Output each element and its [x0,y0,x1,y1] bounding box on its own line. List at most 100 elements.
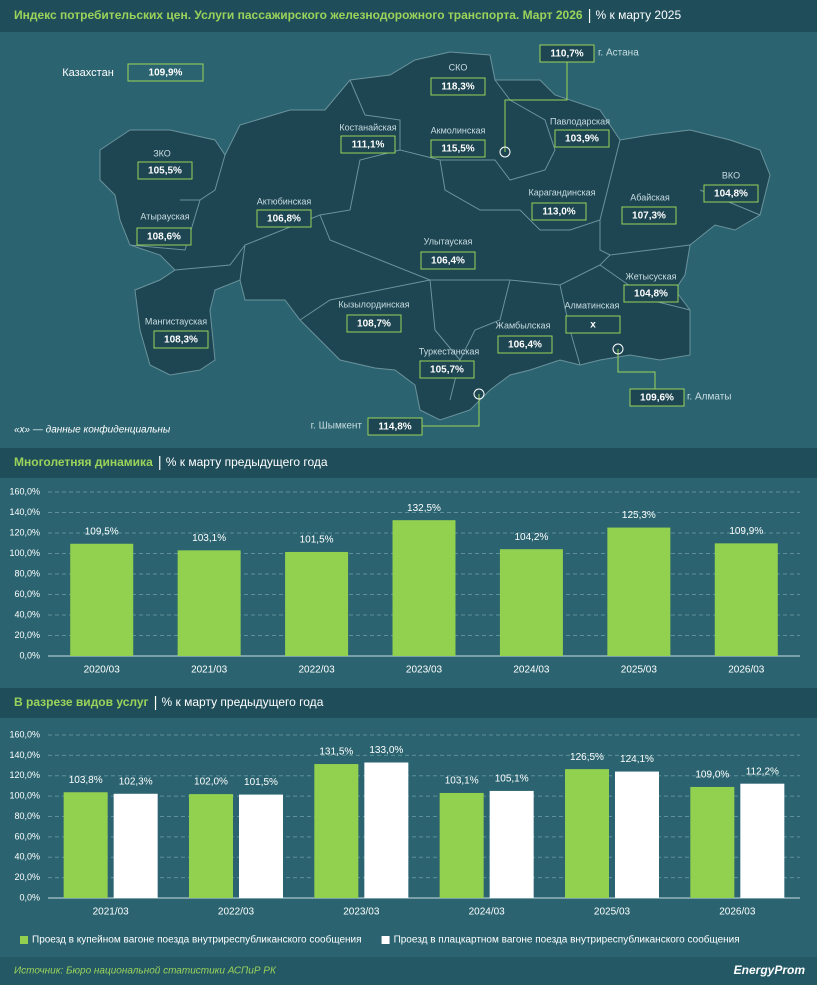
value-box [136,227,192,246]
y-tick-label: 120,0% [9,527,40,537]
source: Источник: Бюро национальной статистики А… [14,966,277,977]
region-name: Жетысуская [626,271,677,281]
region-value: 113,0% [542,207,575,218]
region-value: 108,3% [164,335,198,346]
bar [499,549,563,656]
region-name: Алматинская [565,300,620,310]
y-tick-label: 140,0% [9,507,40,517]
legend-swatch [381,936,390,944]
data-label: 125,3% [622,510,656,521]
x-tick-label: 2025/03 [621,665,658,676]
data-label: 101,5% [244,777,278,788]
region-name: Абайская [630,192,670,202]
bar [63,792,108,898]
region-value: 104,8% [714,189,748,200]
region-name: СКО [449,62,468,72]
value-box [539,44,595,63]
legend-label: Проезд в купейном вагоне поезда внутрире… [32,934,362,946]
x-tick-label: 2026/03 [728,665,765,676]
x-tick-label: 2022/03 [298,665,335,676]
region-name: г. Алматы [687,392,731,403]
leader-line [617,349,656,389]
bar [285,551,349,656]
data-label: 112,2% [746,766,779,777]
x-tick-label: 2022/03 [218,907,255,918]
header-bar [0,0,817,32]
region-name: г. Астана [598,48,639,59]
region-value: 106,8% [267,214,301,225]
y-tick-label: 80,0% [14,568,40,578]
legend-swatch [20,936,28,944]
y-tick-label: 160,0% [9,729,40,739]
region-value: 110,7% [550,49,583,60]
x-tick-label: 2024/03 [469,907,506,918]
region-name: Костанайская [339,122,396,132]
bar [189,794,233,898]
region-value: 118,3% [441,82,474,93]
region-name: г. Шымкент [311,421,363,432]
data-label: 109,9% [729,526,763,537]
data-label: 132,5% [407,503,441,514]
value-box [621,206,677,225]
region-name: Карагандинская [528,187,595,197]
section-bar [0,688,817,718]
data-label: 133,0% [369,745,403,756]
footer-bar [0,957,817,985]
city-marker [612,343,624,355]
value-box [256,209,312,228]
logo: EnergyProm [734,963,806,977]
section-title: Многолетняя динамика [14,455,153,469]
data-label: 105,1% [495,774,529,785]
region-value: 108,6% [147,232,181,243]
bar [364,762,409,898]
y-tick-label: 100,0% [9,791,40,801]
region-name: Казахстан [62,67,114,79]
data-label: 104,2% [514,532,548,543]
value-box [703,184,759,203]
data-label: 103,8% [69,775,103,786]
value-box [554,129,610,148]
value-box [430,139,486,158]
data-label: 124,1% [620,754,654,765]
x-tick-label: 2021/03 [93,907,130,918]
y-tick-label: 60,0% [14,589,40,599]
bar [714,543,778,656]
bar [239,794,283,898]
leader-line [504,61,568,152]
x-tick-label: 2026/03 [719,907,756,918]
section-subtitle: % к марту предыдущего года [166,455,328,469]
value-box [340,135,396,154]
legend-label: Проезд в плацкартном вагоне поезда внутр… [394,934,740,946]
x-tick-label: 2023/03 [343,907,380,918]
bar [607,527,671,656]
region-value: x [590,320,596,331]
data-label: 109,0% [695,770,729,781]
y-tick-label: 20,0% [14,630,40,640]
x-tick-label: 2024/03 [513,665,550,676]
leader-line [421,394,480,427]
y-tick-label: 0,0% [19,892,40,902]
page-subtitle: % к марту 2025 [596,8,682,22]
bar [177,550,241,656]
region-value: 105,5% [148,166,182,177]
section-bar [0,448,817,478]
bar [439,792,484,898]
value-box [419,360,475,379]
map-note: «х» — данные конфиденциальны [14,424,171,436]
region-value: 105,7% [430,365,464,376]
value-box [531,202,587,221]
region-value: 108,7% [357,319,391,330]
region-name: Акмолинская [431,125,486,135]
region-value: 103,9% [565,134,599,145]
bar [615,771,659,898]
value-box [629,388,685,407]
y-tick-label: 60,0% [14,831,40,841]
region-name: Павлодарская [550,116,610,126]
region-value: 115,5% [441,144,474,155]
y-tick-label: 40,0% [14,852,40,862]
data-label: 131,5% [319,747,353,758]
value-box [346,314,402,333]
data-label: 126,5% [570,752,604,763]
y-tick-label: 80,0% [14,811,40,821]
region-name: Туркестанская [419,346,480,356]
